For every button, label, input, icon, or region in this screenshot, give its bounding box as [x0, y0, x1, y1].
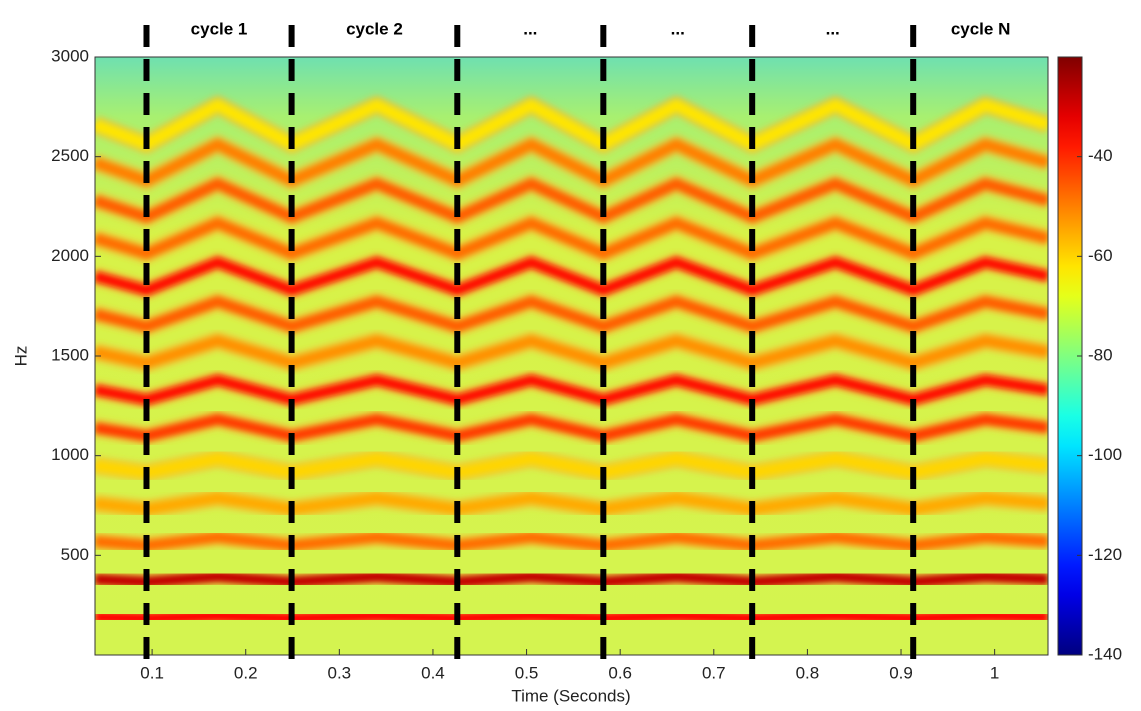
harmonic-band [95, 99, 1048, 150]
x-tick-label: 0.9 [889, 663, 913, 682]
harmonic-band [95, 570, 1048, 588]
colorbar-tick-label: -40 [1088, 146, 1113, 165]
harmonic-band [95, 139, 1048, 187]
harmonic-band [95, 217, 1048, 260]
x-tick-label: 0.4 [421, 663, 445, 682]
y-tick-label: 2000 [51, 246, 89, 265]
harmonic-band [95, 413, 1048, 442]
harmonic-band [95, 453, 1048, 479]
x-tick-label: 0.5 [515, 663, 539, 682]
y-axis-label: Hz [11, 346, 30, 367]
x-tick-label: 0.7 [702, 663, 726, 682]
cycle-label: ... [826, 19, 840, 38]
cycle-label: cycle 2 [346, 19, 403, 38]
colorbar-tick-label: -60 [1088, 246, 1113, 265]
y-tick-label: 3000 [51, 46, 89, 65]
cycle-label: cycle N [951, 19, 1011, 38]
colorbar-tick-label: -120 [1088, 545, 1122, 564]
harmonic-band [95, 296, 1048, 333]
x-tick-label: 1 [990, 663, 999, 682]
cycle-label: ... [671, 19, 685, 38]
cycle-label: ... [523, 19, 537, 38]
x-tick-label: 0.3 [328, 663, 352, 682]
y-tick-label: 1500 [51, 345, 89, 364]
harmonic-band [95, 531, 1048, 552]
x-tick-label: 0.6 [608, 663, 632, 682]
y-tick-label: 500 [61, 545, 89, 564]
colorbar-tick-label: -80 [1088, 345, 1113, 364]
x-tick-label: 0.2 [234, 663, 258, 682]
y-tick-label: 1000 [51, 445, 89, 464]
x-tick-label: 0.8 [796, 663, 820, 682]
harmonic-band [95, 178, 1048, 223]
y-tick-label: 2500 [51, 146, 89, 165]
harmonic-band [95, 374, 1048, 406]
colorbar-tick-label: -140 [1088, 644, 1122, 663]
harmonic-band [95, 492, 1048, 515]
harmonic-band [95, 610, 1048, 625]
harmonic-band [95, 256, 1048, 296]
spectrogram-bands [95, 95, 1048, 629]
cycle-label: cycle 1 [191, 19, 248, 38]
x-axis-label: Time (Seconds) [511, 686, 630, 705]
harmonic-band [95, 335, 1048, 369]
x-tick-label: 0.1 [140, 663, 164, 682]
colorbar-tick-label: -100 [1088, 445, 1122, 464]
